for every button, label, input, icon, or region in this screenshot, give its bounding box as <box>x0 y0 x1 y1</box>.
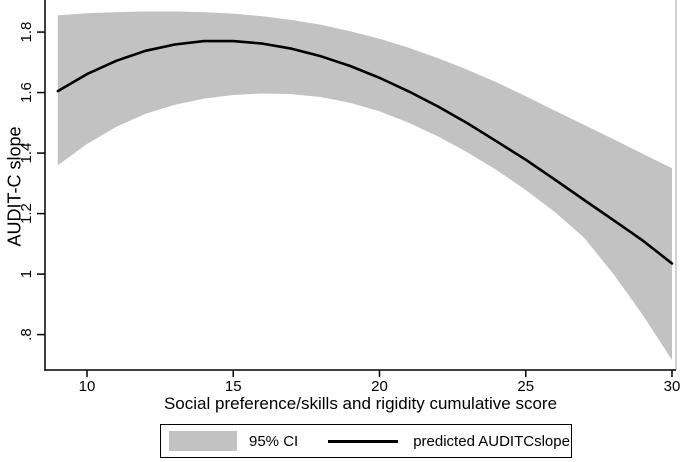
ci-band <box>57 11 673 360</box>
predicted-line-swatch <box>328 439 399 443</box>
x-tick-label: 10 <box>79 378 96 395</box>
y-axis-title: AUDIT-C slope <box>4 126 25 247</box>
legend: 95% CI predicted AUDITCslope <box>160 424 572 458</box>
y-tick-label: 1 <box>18 270 35 278</box>
y-tick-label: 1.2 <box>18 203 35 224</box>
x-tick-label: 25 <box>517 378 534 395</box>
y-tick-label: .8 <box>18 328 35 341</box>
x-tick-label: 15 <box>225 378 242 395</box>
predicted-line-legend-label: predicted AUDITCslope <box>413 432 570 450</box>
y-tick-label: 1.8 <box>18 22 35 43</box>
ci-legend-label: 95% CI <box>249 432 299 450</box>
y-tick-label: 1.4 <box>18 143 35 164</box>
predicted-line <box>56 39 674 265</box>
x-axis-title: Social preference/skills and rigidity cu… <box>163 394 558 413</box>
ci-band-swatch <box>169 431 237 451</box>
x-tick-label: 20 <box>371 378 388 395</box>
y-tick-label: 1.6 <box>18 82 35 103</box>
x-tick-label: 30 <box>664 378 681 395</box>
